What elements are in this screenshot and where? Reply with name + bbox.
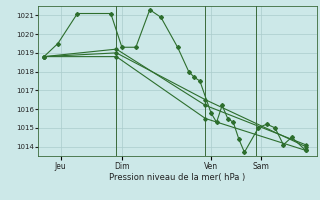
X-axis label: Pression niveau de la mer( hPa ): Pression niveau de la mer( hPa ) xyxy=(109,173,246,182)
